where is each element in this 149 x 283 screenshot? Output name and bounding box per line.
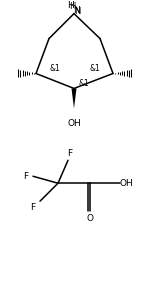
Text: &1: &1	[79, 79, 89, 88]
Text: H: H	[69, 2, 75, 11]
Text: &1: &1	[50, 64, 60, 73]
Text: H: H	[68, 1, 74, 10]
Text: O: O	[87, 214, 94, 223]
Text: F: F	[23, 172, 29, 181]
Text: OH: OH	[119, 179, 133, 188]
Text: OH: OH	[67, 119, 81, 128]
Text: N: N	[74, 7, 80, 16]
Text: N: N	[74, 6, 80, 15]
Polygon shape	[72, 89, 76, 108]
Text: F: F	[30, 203, 36, 212]
Text: &1: &1	[90, 64, 100, 73]
Text: F: F	[67, 149, 73, 158]
